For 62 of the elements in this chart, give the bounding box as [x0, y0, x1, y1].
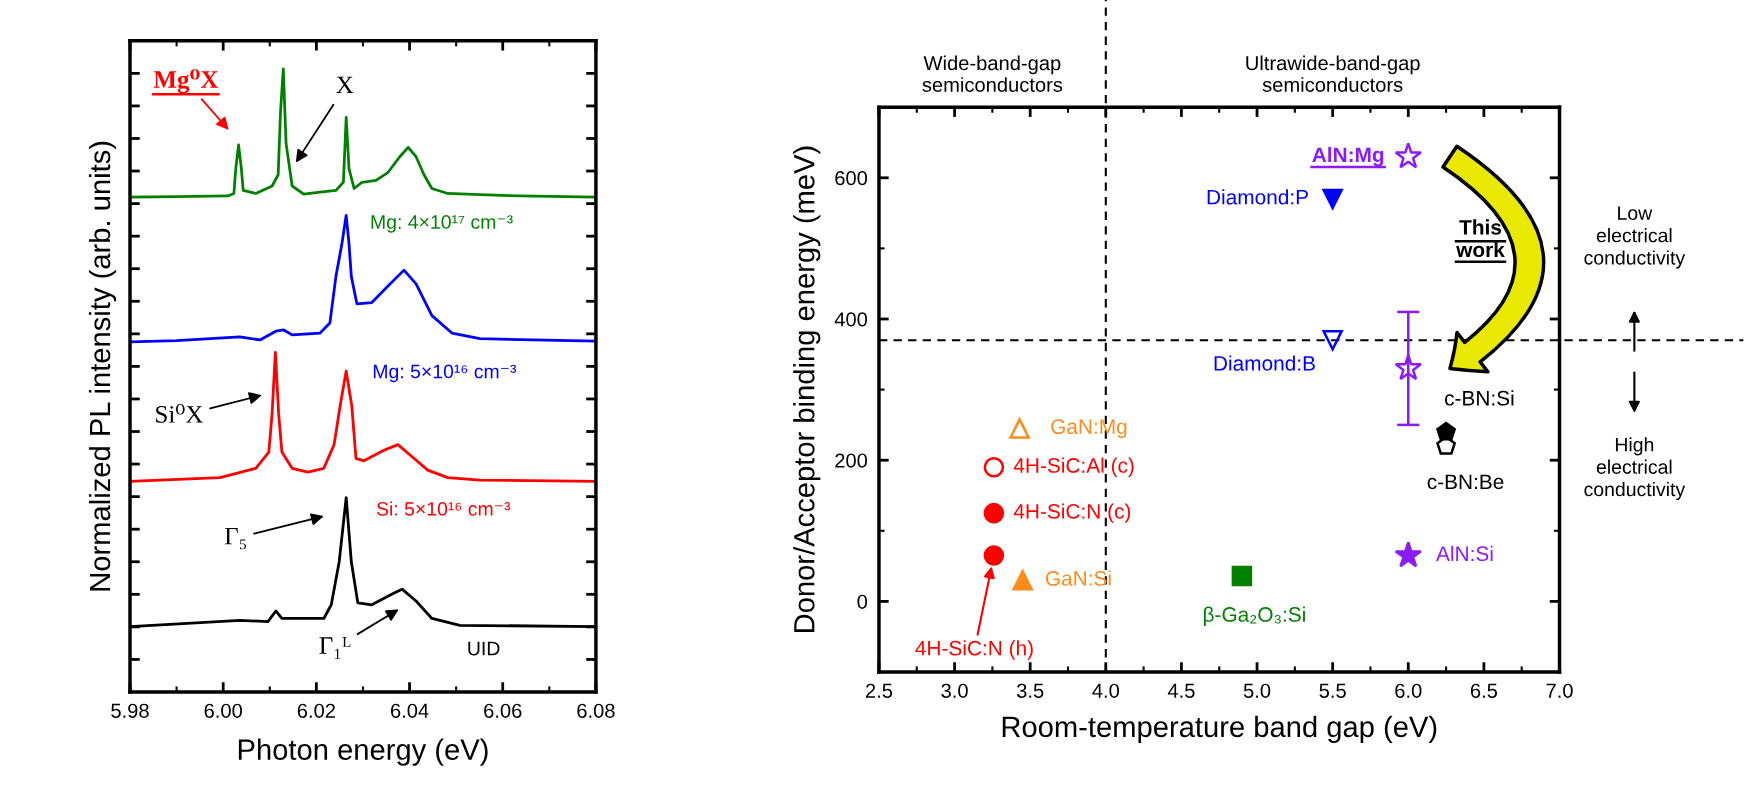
series-label: Mg: 5×10¹⁶ cm⁻³	[373, 364, 517, 383]
point	[1012, 569, 1033, 591]
series-label: 4H-SiC:N (c)	[1013, 503, 1131, 523]
text: 4H-SiC:N (h)	[915, 640, 1033, 660]
series-label: c-BN:Be	[1427, 474, 1504, 490]
x-axis-title: Room-temperature band gap (eV)	[1002, 715, 1437, 743]
x-tick-label: 4.5	[1167, 683, 1195, 698]
series-label: GaN:Mg	[1051, 419, 1127, 439]
y-tick-label: 600	[835, 171, 868, 186]
series-label: GaN:Si	[1045, 570, 1111, 586]
x-tick-label: 5.5	[1319, 683, 1346, 698]
text: High electrical conductivity	[1584, 437, 1686, 501]
x-tick-label: 5.98	[111, 703, 149, 718]
series-label: β-Ga₂O₃:Si	[1203, 606, 1305, 626]
x-tick-label: 5.0	[1243, 683, 1271, 698]
point	[1322, 329, 1343, 351]
x-tick-label: 4.0	[1092, 683, 1120, 698]
x-tick-label: 6.0	[1395, 683, 1422, 698]
y-axis-title: Donor/Acceptor binding energy (meV)	[793, 146, 821, 632]
text: Ultrawide-band-gap semiconductors	[1246, 55, 1420, 92]
x-tick-label: 6.02	[297, 703, 335, 718]
x-tick-label: 3.0	[941, 683, 968, 698]
text: Wide-band-gap semiconductors	[922, 55, 1063, 92]
x-tick-label: 6.5	[1470, 683, 1498, 698]
point	[1394, 541, 1423, 568]
y-tick-label: 200	[835, 453, 868, 468]
x-tick-label: 6.04	[390, 703, 429, 718]
annotation: Γ₁ᴸ	[319, 637, 351, 659]
x-tick-label: 2.5	[865, 683, 893, 698]
x-tick-label: 6.06	[484, 703, 522, 718]
point	[1322, 188, 1343, 210]
x-tick-label: 3.5	[1016, 683, 1044, 698]
point	[983, 502, 1005, 524]
annotation: This work	[1456, 219, 1505, 258]
legend-label: c-BN:Si	[1445, 390, 1514, 406]
point	[1231, 565, 1253, 587]
y-tick-label: 0	[857, 594, 868, 609]
series-label: AlN:Si	[1436, 545, 1493, 562]
series-label: UID	[468, 641, 500, 656]
text: Low electrical conductivity	[1584, 206, 1686, 269]
point	[1394, 353, 1423, 381]
point	[1009, 418, 1030, 439]
x-tick-label: 6.08	[577, 703, 615, 718]
point	[1436, 421, 1456, 441]
series-label: Diamond:P	[1207, 189, 1308, 205]
annotation: Si⁰X	[156, 404, 203, 423]
series-label: Mg: 4×10¹⁷ cm⁻³	[371, 215, 513, 233]
series-label: Si: 5×10¹⁶ cm⁻³	[376, 501, 511, 516]
series-label: AlN:Mg	[1312, 146, 1384, 167]
point	[983, 456, 1005, 478]
x-axis-title: Photon energy (eV)	[238, 738, 488, 766]
x-tick-label: 7.0	[1546, 683, 1573, 698]
point	[983, 545, 1005, 566]
y-tick-label: 400	[834, 312, 868, 327]
annotation: Mg⁰X	[153, 69, 219, 94]
series-label: Diamond:B	[1214, 355, 1315, 371]
x-tick-label: 6.00	[204, 703, 242, 718]
series-label: 4H-SiC:Al (c)	[1013, 457, 1134, 477]
annotation: Γ₅	[224, 527, 247, 550]
y-axis-title: Normalized PL intensity (arb. units)	[88, 141, 117, 591]
point	[1394, 142, 1423, 169]
annotation: X	[336, 76, 354, 94]
